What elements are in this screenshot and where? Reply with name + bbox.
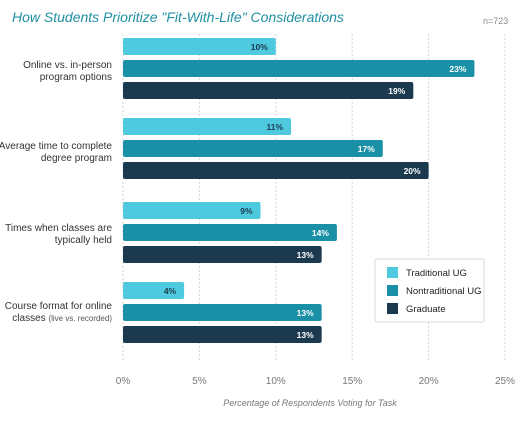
bar-value-label: 13%: [297, 308, 314, 318]
bar-value-label: 4%: [164, 286, 177, 296]
bar: [123, 140, 383, 157]
bar-value-label: 20%: [404, 166, 421, 176]
x-tick-label: 5%: [192, 376, 207, 387]
bar-value-label: 11%: [267, 122, 284, 132]
legend-box: [374, 258, 485, 323]
legend-item-label: Traditional UG: [406, 268, 467, 279]
legend-item-label: Nontraditional UG: [406, 286, 482, 297]
x-tick-label: 0%: [116, 376, 131, 387]
category-label: typically held: [55, 235, 112, 246]
x-tick-label: 20%: [419, 376, 439, 387]
bar: [123, 282, 185, 299]
legend-item-label: Graduate: [406, 304, 446, 315]
sample-size-label: n=723: [483, 16, 508, 26]
bar: [123, 246, 322, 263]
bar-value-label: 17%: [358, 144, 375, 154]
bar-value-label: 9%: [240, 206, 253, 216]
bars: 10% 23% 19% 11% 17% 20% 9% 14% 13% 4% 13% 13%: [123, 38, 475, 343]
chart-title: How Students Prioritize "Fit-With-Life" …: [12, 9, 344, 25]
legend-swatch: [387, 267, 398, 278]
bar: [123, 82, 414, 99]
x-axis-label: Percentage of Respondents Voting for Tas…: [223, 398, 397, 408]
legend-swatch: [387, 285, 398, 296]
category-label: degree program: [41, 153, 112, 164]
category-label: Average time to complete: [0, 141, 112, 152]
category-label: Times when classes are: [5, 223, 112, 234]
category-label: Online vs. in-person: [23, 60, 112, 71]
x-tick-label: 25%: [495, 376, 515, 387]
bar: [123, 162, 429, 179]
bar-value-label: 14%: [312, 228, 329, 238]
category-label: classes (live vs. recorded): [12, 313, 112, 324]
legend-swatch: [387, 303, 398, 314]
bar-value-label: 10%: [251, 42, 268, 52]
category-sublabel: (live vs. recorded): [48, 314, 112, 323]
bar: [123, 202, 261, 219]
bar: [123, 326, 322, 343]
category-label: program options: [40, 72, 112, 83]
bar: [123, 118, 292, 135]
category-label: Course format for online: [5, 301, 113, 312]
bar: [123, 224, 337, 241]
bar: [123, 304, 322, 321]
bar-value-label: 19%: [388, 86, 405, 96]
bar: [123, 38, 276, 55]
bar-value-label: 13%: [297, 330, 314, 340]
x-tick-label: 15%: [342, 376, 362, 387]
bar-value-label: 13%: [297, 250, 314, 260]
bar: [123, 60, 475, 77]
bar-value-label: 23%: [449, 64, 466, 74]
x-tick-label: 10%: [266, 376, 286, 387]
legend: Traditional UG Nontraditional UG Graduate: [374, 258, 485, 323]
x-tick-labels: 0% 5% 10% 15% 20% 25%: [116, 376, 515, 387]
